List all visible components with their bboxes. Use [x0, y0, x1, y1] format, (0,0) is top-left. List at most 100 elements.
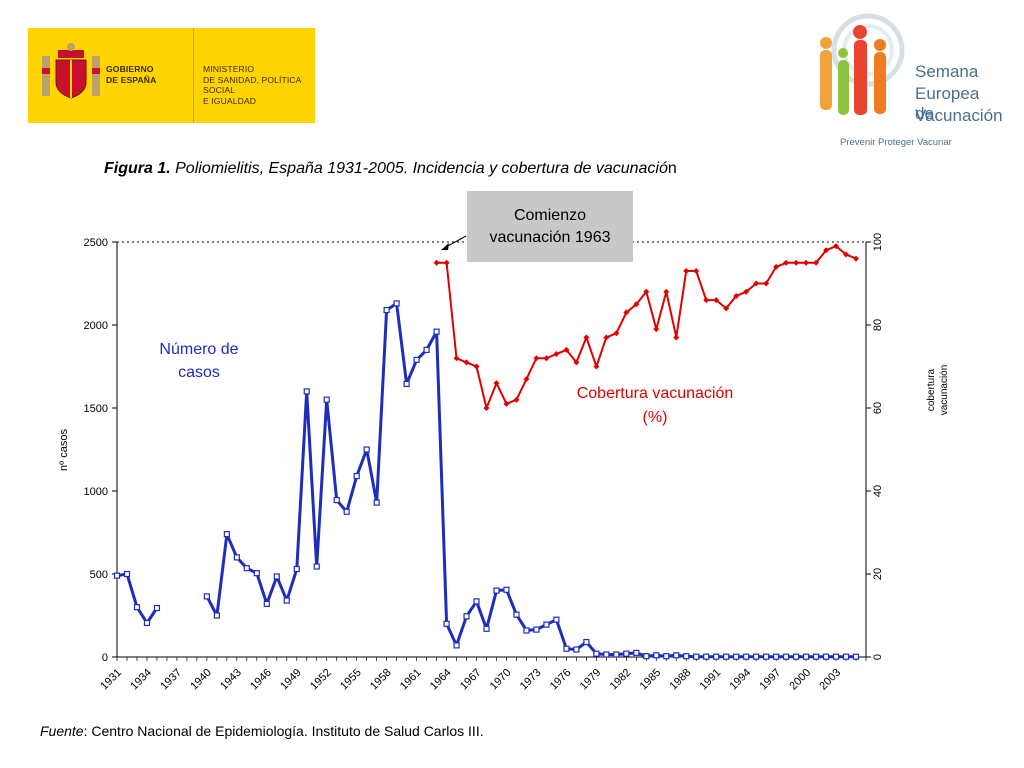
cases-point — [822, 653, 830, 660]
y-left-axis-title: nº casos — [58, 429, 70, 471]
coverage-point — [753, 280, 760, 287]
cases-point — [313, 563, 320, 570]
coverage-point — [603, 334, 610, 341]
cases-point — [733, 653, 740, 660]
cases-point — [383, 306, 390, 314]
cases-point — [543, 621, 550, 628]
x-tick-label: 1949 — [278, 667, 304, 693]
source-text: : Centro Nacional de Epidemiología. Inst… — [83, 723, 484, 739]
figure-title-text: Poliomielitis, España 1931-2005. Inciden… — [170, 160, 668, 177]
x-tick-label: 2000 — [787, 667, 813, 693]
cases-point — [493, 587, 500, 594]
cases-point — [473, 598, 480, 605]
cases-point — [683, 653, 690, 660]
y-right-tick-label: 20 — [872, 568, 884, 580]
x-tick-label: 1961 — [398, 667, 424, 693]
cases-point — [563, 645, 570, 652]
cases-point — [353, 472, 360, 480]
coverage-point — [783, 259, 790, 266]
coverage-point — [443, 259, 450, 266]
banner-divider — [193, 28, 194, 123]
coverage-point — [743, 288, 750, 295]
x-tick-label: 1943 — [218, 667, 244, 693]
cases-point — [623, 650, 630, 657]
y-right-tick-label: 100 — [872, 233, 884, 251]
cases-point — [363, 446, 370, 453]
ministry-name: MINISTERIO DE SANIDAD, POLÍTICA SOCIAL E… — [203, 64, 301, 106]
cases-point — [273, 573, 280, 580]
people-logo-icon — [820, 13, 905, 115]
cases-point — [393, 300, 400, 307]
cases-point — [663, 653, 670, 660]
x-tick-label: 1982 — [608, 667, 634, 693]
coverage-point — [503, 400, 510, 407]
coverage-point — [663, 288, 670, 295]
x-tick-label: 1940 — [188, 667, 214, 693]
cases-point — [153, 604, 161, 612]
x-tick-label: 1967 — [458, 667, 484, 693]
government-name: GOBIERNO DE ESPAÑA — [106, 64, 157, 85]
y-left-tick-label: 2500 — [84, 237, 108, 249]
cases-point — [673, 652, 680, 659]
cases-point — [773, 653, 780, 660]
y-right-tick-label: 40 — [872, 485, 884, 497]
coverage-point — [573, 359, 580, 366]
coverage-point — [653, 326, 660, 333]
figure-title: Figura 1. Poliomielitis, España 1931-200… — [104, 160, 677, 178]
coverage-point — [853, 255, 860, 262]
x-tick-label: 1988 — [668, 667, 694, 693]
cases-point — [753, 653, 760, 660]
cases-point — [453, 642, 460, 649]
cases-point — [633, 649, 640, 656]
cases-point — [593, 650, 600, 657]
cases-point — [763, 653, 770, 660]
coverage-point — [563, 346, 570, 353]
cases-point — [413, 356, 420, 363]
cases-point — [113, 572, 121, 579]
x-tick-label: 1991 — [698, 667, 724, 693]
x-tick-label: 1979 — [578, 667, 604, 693]
y-right-tick-label: 60 — [872, 402, 884, 414]
cases-point — [613, 651, 620, 658]
cases-point — [123, 570, 131, 578]
cases-point — [223, 531, 230, 538]
coverage-point — [833, 243, 840, 250]
y-left-tick-label: 2000 — [84, 320, 108, 332]
coverage-point — [433, 259, 440, 266]
cases-point — [783, 653, 790, 660]
cases-point — [333, 497, 340, 504]
y-right-tick-label: 0 — [872, 654, 884, 660]
cases-point — [433, 328, 440, 335]
cases-point — [303, 388, 310, 395]
x-tick-label: 1952 — [308, 667, 334, 693]
coverage-point — [633, 301, 640, 308]
coverage-point — [463, 359, 470, 366]
y-left-tick-label: 1500 — [84, 403, 108, 415]
y-right-axis-title-line-2: vacunación — [939, 365, 950, 416]
cases-point — [812, 653, 820, 660]
coverage-point — [513, 396, 520, 403]
cases-point — [253, 570, 260, 577]
coverage-point — [763, 280, 770, 287]
coverage-point — [773, 263, 780, 270]
y-left-tick-label: 1000 — [84, 486, 108, 498]
coverage-point — [843, 251, 850, 258]
y-left-tick-label: 500 — [90, 569, 108, 581]
x-tick-label: 1994 — [727, 667, 753, 693]
cases-point — [483, 625, 490, 632]
coverage-point — [493, 380, 500, 387]
coverage-point — [553, 351, 560, 358]
cases-point — [323, 396, 330, 403]
coverage-point — [673, 334, 680, 341]
coverage-point — [823, 247, 830, 254]
cases-point — [832, 653, 840, 660]
x-tick-label: 1958 — [368, 667, 394, 693]
x-tick-label: 2003 — [817, 667, 843, 693]
cases-point — [343, 508, 350, 515]
cases-point — [533, 626, 540, 633]
x-tick-label: 1970 — [488, 667, 514, 693]
cases-point — [463, 613, 470, 620]
coverage-series-label: Cobertura vacunación (%) — [576, 385, 734, 426]
coverage-point — [643, 288, 650, 295]
